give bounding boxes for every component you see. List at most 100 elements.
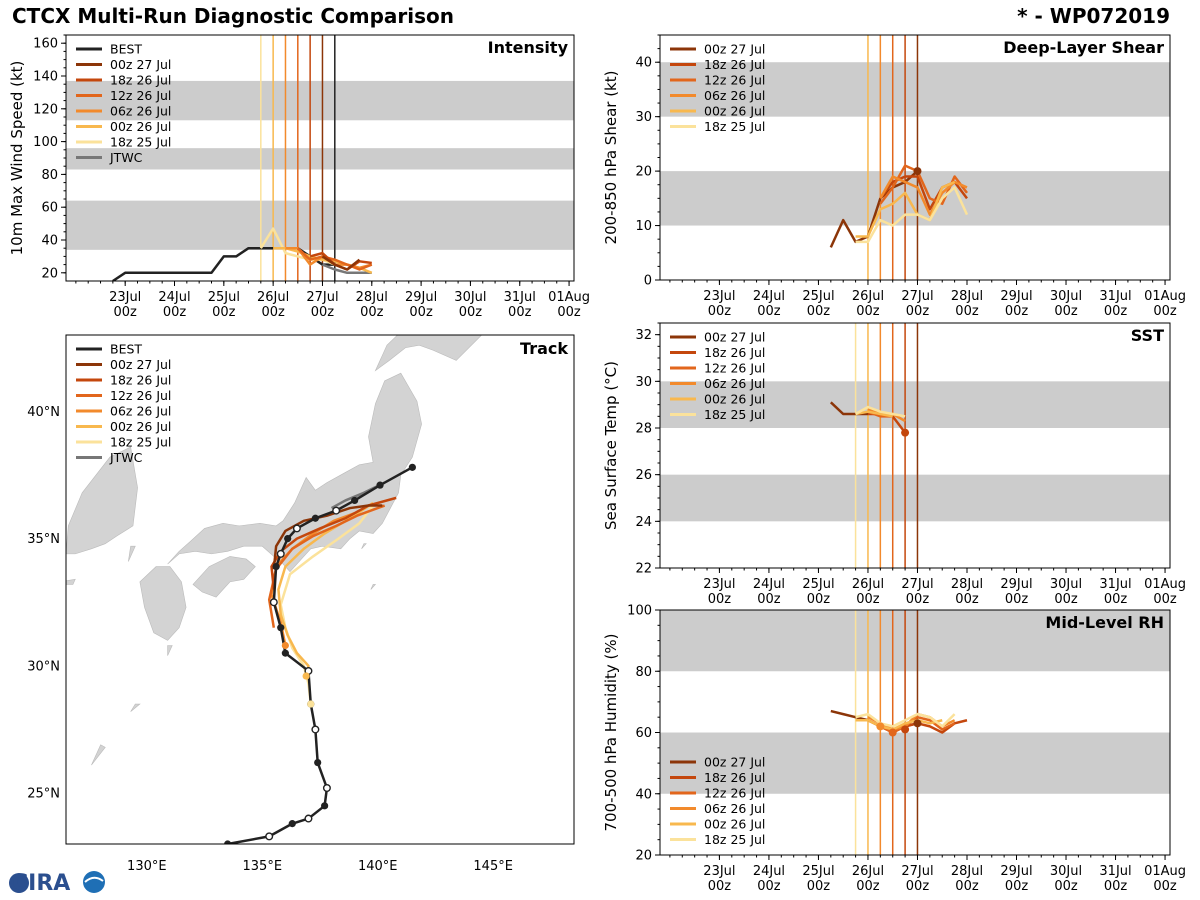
track-point-filled	[281, 649, 289, 657]
series-sst-18z-25-jul	[854, 405, 906, 418]
x-tick-label-intensity: 30Jul 00z	[454, 290, 486, 320]
x-tick-label-shear: 31Jul 00z	[1099, 289, 1131, 319]
y-axis-label-rh: 700-500 hPa Humidity (%)	[602, 633, 620, 831]
land-amami	[130, 703, 141, 712]
land-tanegashima	[167, 645, 173, 656]
legend-label-rh-12z-26-jul: 12z 26 Jul	[704, 786, 765, 801]
x-tick-label-intensity: 25Jul 00z	[208, 290, 240, 320]
y-tick-label-shear: 40	[635, 56, 652, 71]
y-tick-label-shear: 10	[635, 219, 652, 234]
track-point-open	[311, 725, 320, 734]
threshold-band-intensity-0	[66, 200, 574, 250]
y-tick-label-rh: 20	[635, 849, 652, 864]
series-intensity-12z-26-jul	[296, 247, 373, 271]
x-tick-label-rh: 01Aug 00z	[1144, 864, 1186, 894]
plot-frame-sst	[659, 322, 1171, 569]
series-shear-00z-26-jul	[855, 180, 956, 238]
x-tick-label-intensity: 01Aug 00z	[548, 290, 590, 320]
x-tick-label-sst: 28Jul 00z	[951, 577, 983, 607]
legend-label-intensity-06z-26-jul: 06z 26 Jul	[110, 104, 171, 119]
legend-label-intensity-18z-26-jul: 18z 26 Jul	[110, 73, 171, 88]
track-point-open	[292, 524, 301, 533]
track-point-filled	[351, 496, 359, 505]
track-point-filled	[314, 758, 322, 767]
x-tick-label-intensity: 26Jul 00z	[257, 290, 289, 320]
point-marker-rh-1	[888, 728, 897, 737]
x-tick-label-shear: 25Jul 00z	[802, 289, 834, 319]
logo-text: CIRA	[12, 871, 70, 896]
point-marker-rh-3	[913, 719, 922, 728]
y-tick-label-sst: 28	[635, 422, 652, 437]
x-tick-label-rh: 26Jul 00z	[852, 864, 884, 894]
y-tick-label-track: 30°N	[27, 659, 60, 674]
panel-intensity: 20 40 60 80 100 120 140 160 23Jul 00z 24Jul 00z 25Ju…	[8, 34, 590, 320]
x-tick-label-sst: 23Jul 00z	[703, 577, 735, 607]
series-shear-00z-27-jul	[829, 170, 919, 248]
x-tick-label-intensity: 29Jul 00z	[405, 290, 437, 320]
track-point-filled	[376, 481, 384, 489]
x-tick-label-track: 140°E	[358, 859, 398, 874]
track-point-filled	[272, 562, 280, 571]
x-tick-label-intensity: 23Jul 00z	[109, 290, 141, 320]
legend-label-sst-00z-26-jul: 00z 26 Jul	[704, 392, 765, 407]
x-tick-label-shear: 28Jul 00z	[951, 289, 983, 319]
y-tick-label-rh: 100	[627, 604, 652, 619]
legend-label-rh-18z-25-jul: 18z 25 Jul	[704, 832, 765, 847]
y-tick-label-sst: 32	[635, 328, 652, 343]
x-tick-label-rh: 29Jul 00z	[1000, 864, 1032, 894]
series-shear-12z-26-jul	[879, 164, 968, 206]
land-japan-honshu	[167, 372, 422, 573]
y-tick-label-sst: 22	[635, 562, 652, 577]
track-point-filled	[224, 840, 232, 844]
panel-shear: 0 10 20 30 40 23Jul 00z 24Jul 00z 25Jul 00z 26Jul 00…	[602, 34, 1186, 319]
land-tsushima	[128, 545, 136, 562]
track-18z-26-jul	[270, 496, 397, 590]
legend-label-sst-18z-26-jul: 18z 26 Jul	[704, 345, 765, 360]
y-tick-label-shear: 0	[644, 274, 652, 289]
x-tick-label-shear: 26Jul 00z	[852, 289, 884, 319]
x-tick-label-sst: 25Jul 00z	[802, 577, 834, 607]
series-intensity-00z-27-jul	[321, 255, 361, 271]
legend-label-intensity-18z-25-jul: 18z 25 Jul	[110, 135, 171, 150]
x-tick-label-sst: 26Jul 00z	[852, 577, 884, 607]
track-start-marker-06z-26-jul	[281, 641, 289, 650]
legend-label-sst-06z-26-jul: 06z 26 Jul	[704, 376, 765, 391]
logo-globe-right	[83, 871, 105, 893]
track-start-marker-00z-26-jul	[302, 672, 310, 680]
y-tick-label-intensity: 120	[33, 102, 58, 117]
track-point-filled	[284, 535, 292, 543]
track-best	[227, 466, 413, 844]
x-tick-label-rh: 25Jul 00z	[802, 864, 834, 894]
land-oshima	[361, 543, 367, 549]
x-tick-label-sst: 31Jul 00z	[1099, 577, 1131, 607]
x-tick-label-intensity: 27Jul 00z	[306, 290, 338, 320]
land-kyushu	[139, 566, 187, 641]
y-axis-label-sst: Sea Surface Temp (°C)	[602, 361, 620, 530]
threshold-band-shear-1	[660, 62, 1170, 117]
y-tick-label-rh: 60	[635, 726, 652, 741]
page-title: CTCX Multi-Run Diagnostic Comparison	[12, 4, 454, 28]
x-tick-label-rh: 23Jul 00z	[703, 864, 735, 894]
panel-title-track: Track	[520, 339, 568, 358]
x-tick-label-rh: 27Jul 00z	[901, 864, 933, 894]
track-point-open	[265, 832, 274, 841]
legend-label-track-00z-27-jul: 00z 27 Jul	[110, 357, 171, 372]
panel-track: 130°E 135°E 140°E 145°E 25°N 30°N 35°N 40°N Trac…	[27, 334, 575, 874]
x-tick-label-track: 135°E	[243, 859, 283, 874]
x-tick-label-shear: 29Jul 00z	[1000, 289, 1032, 319]
legend-label-shear-18z-26-jul: 18z 26 Jul	[704, 57, 765, 72]
legend-label-intensity-jtwc: JTWC	[109, 150, 143, 165]
legend-label-track-jtwc: JTWC	[109, 450, 143, 465]
track-start-marker-18z-25-jul	[307, 700, 315, 708]
x-tick-label-intensity: 31Jul 00z	[504, 290, 536, 320]
series-rh-00z-26-jul	[855, 719, 943, 731]
legend-label-track-18z-26-jul: 18z 26 Jul	[110, 373, 171, 388]
x-tick-label-shear: 23Jul 00z	[703, 289, 735, 319]
legend-label-shear-12z-26-jul: 12z 26 Jul	[704, 73, 765, 88]
x-tick-label-track: 130°E	[127, 859, 167, 874]
track-point-open	[332, 506, 341, 515]
y-tick-label-track: 25°N	[27, 787, 60, 802]
series-intensity-jtwc	[322, 263, 372, 275]
legend-label-track-12z-26-jul: 12z 26 Jul	[110, 388, 171, 403]
